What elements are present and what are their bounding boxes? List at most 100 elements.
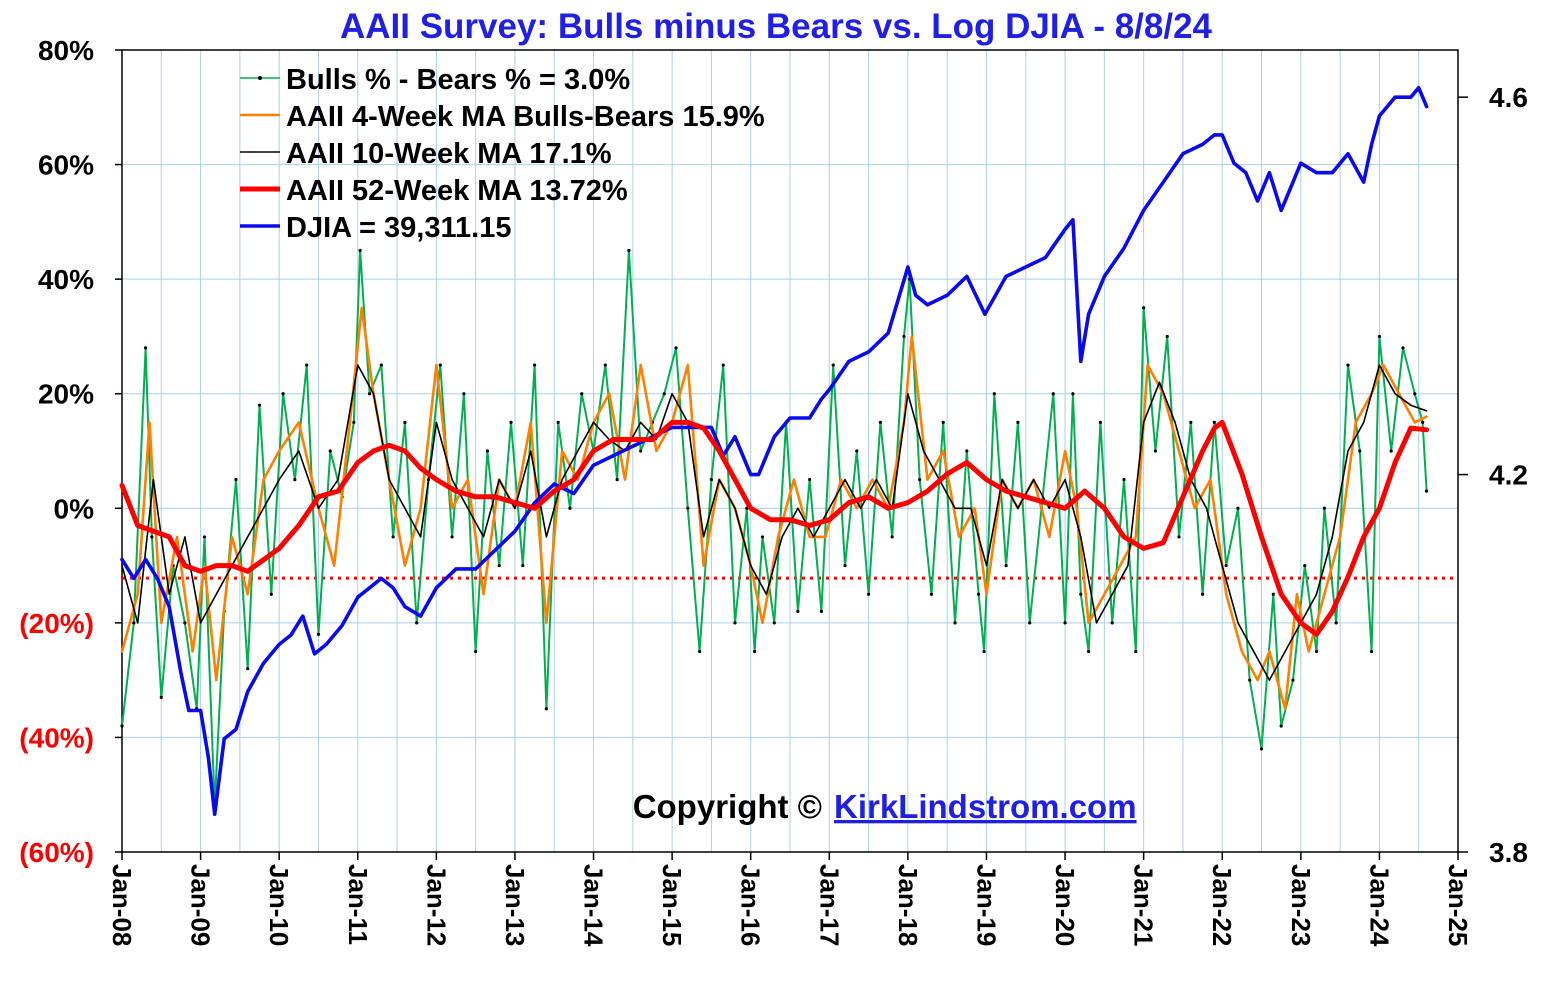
bulls-bears-point [474,649,478,654]
copyright-text: Copyright © [633,788,822,825]
left-tick-label: 20% [38,379,94,410]
x-tick-label: Jan-15 [657,864,687,946]
bulls-bears-point [1212,420,1216,424]
x-tick-label: Jan-19 [971,864,1001,946]
bulls-bears-point [257,403,262,407]
bulls-bears-point [941,420,945,424]
bulls-bears-point [1028,621,1032,625]
bulls-bears-point [1303,563,1307,568]
bulls-bears-point [293,478,297,482]
legend-label-3: AAII 52-Week MA 13.72% [286,175,628,207]
x-tick-label: Jan-25 [1443,864,1473,946]
bulls-bears-point [1369,649,1374,654]
x-tick-label: Jan-21 [1129,864,1159,946]
bulls-bears-point [1424,489,1429,493]
right-axis: 4.6 4.2 3.8 [1458,82,1528,868]
bulls-bears-point [639,449,643,453]
bulls-bears-point [305,363,309,367]
bulls-bears-point [603,363,607,367]
bulls-bears-point [929,592,934,596]
bulls-bears-point [1389,449,1393,453]
bulls-bears-point [580,392,584,396]
left-tick-label: 80% [38,35,94,66]
bulls-bears-point [1177,535,1181,539]
bulls-bears-point [977,592,981,596]
x-tick-label: Jan-12 [421,864,451,946]
left-tick-label: (40%) [19,722,94,753]
bulls-bears-point [1087,649,1091,654]
bulls-bears-point [753,649,757,654]
bulls-bears-point [1153,449,1158,453]
bulls-bears-point [733,621,737,625]
bulls-bears-point [855,449,859,453]
x-tick-label: Jan-14 [579,864,609,947]
bulls-bears-point [902,334,906,339]
bulls-bears-point [686,506,690,510]
right-tick-label: 4.6 [1489,82,1528,113]
bulls-bears-point [143,346,148,350]
bulls-bears-point [1271,592,1275,596]
bulls-bears-point [202,535,207,539]
bulls-bears-point [183,621,187,625]
bulls-bears-point [269,592,273,596]
bulls-bears-point [497,563,501,568]
x-tick-label: Jan-13 [500,864,530,946]
x-tick-label: Jan-23 [1286,864,1316,946]
bulls-bears-point [615,478,619,482]
copyright-link[interactable]: KirkLindstrom.com [834,788,1137,825]
left-axis: 80% 60% 40% 20% 0% (20%) (40%) (60%) [19,35,122,868]
x-tick-label: Jan-24 [1364,864,1394,947]
chart-title: AAII Survey: Bulls minus Bears vs. Log D… [340,7,1213,46]
left-tick-label: 0% [54,493,95,524]
bulls-bears-point [709,478,714,482]
x-tick-label: Jan-20 [1050,864,1080,946]
bulls-bears-point [485,449,490,453]
bulls-bears-point [246,667,250,671]
bulls-bears-point [1358,449,1362,453]
bulls-bears-point [1279,724,1283,728]
right-tick-label: 4.2 [1489,460,1528,491]
left-tick-label: (20%) [19,608,94,639]
x-tick-label: Jan-10 [264,864,294,946]
bulls-bears-point [982,649,986,654]
bulls-bears-point [1063,621,1067,625]
bulls-bears-point [120,724,124,728]
bulls-bears-point [328,449,332,453]
bulls-bears-point [992,392,996,396]
bulls-bears-point [1016,420,1020,424]
series-layer [119,85,1430,817]
series-line-1 [120,306,1428,711]
bulls-bears-point [132,621,136,625]
x-tick-label: Jan-16 [736,864,766,946]
bulls-bears-point [1421,420,1425,424]
bulls-bears-point [403,420,407,424]
bulls-bears-point [544,707,548,711]
bulls-bears-point [1098,420,1103,424]
legend-marker [258,76,262,80]
legend-label-2: AAII 10-Week MA 17.1% [286,138,612,170]
bulls-bears-point [1142,306,1146,310]
bulls-bears-point [1377,334,1382,339]
series-line-0 [121,249,1428,808]
legend-label-0: Bulls % - Bears % = 3.0% [286,64,630,96]
bulls-bears-point [234,478,238,482]
bulls-bears-point [509,420,513,424]
bulls-bears-point [1165,334,1169,339]
bulls-bears-point [1236,506,1240,510]
bulls-bears-point [878,420,882,424]
bulls-bears-point [1189,420,1193,424]
bulls-bears-point [890,535,894,539]
bulls-bears-point [1110,621,1114,625]
bulls-bears-point [415,621,419,625]
left-tick-label: 60% [38,150,94,181]
bulls-bears-point [760,535,765,539]
bulls-bears-point [352,420,356,424]
bulls-bears-point [1401,346,1405,350]
plot-area [121,49,1459,853]
legend-label-1: AAII 4-Week MA Bulls-Bears 15.9% [286,101,765,133]
legend-label-4: DJIA = 39,311.15 [286,212,511,244]
bulls-bears-point [1071,392,1075,396]
left-tick-label: (60%) [19,837,94,868]
bulls-bears-point [866,592,871,596]
bulls-bears-point [1224,563,1228,568]
